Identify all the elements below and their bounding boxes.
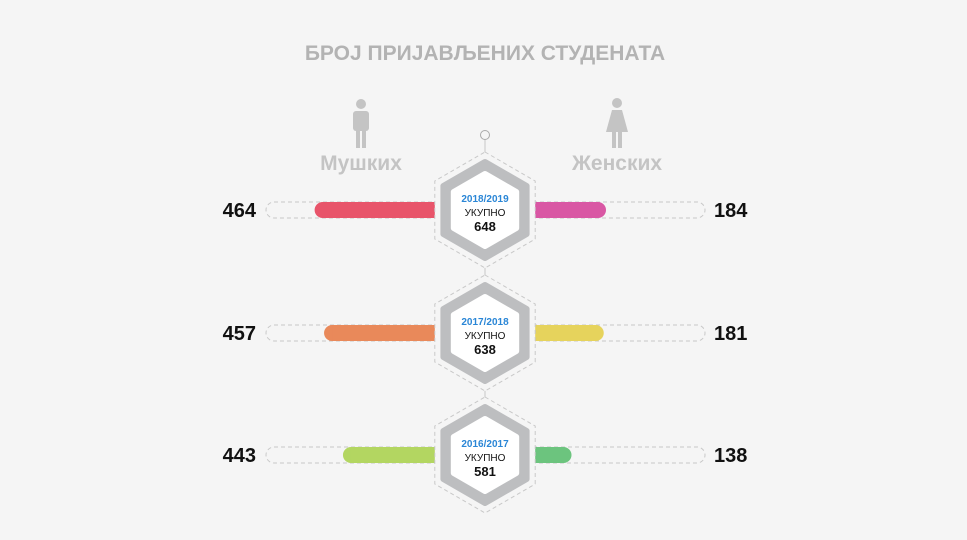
year-label: 2016/2017 [461,439,509,450]
male-bar-body [322,202,446,218]
female-icon [606,98,628,148]
hexagon-center [450,171,520,249]
total-value: 638 [474,342,496,357]
female-value: 181 [714,323,747,345]
male-bar-body [350,447,446,463]
female-value: 138 [714,445,747,467]
female-value: 184 [714,200,748,222]
total-label: УКУПНО [465,453,506,464]
male-bar-body [332,325,446,341]
total-label: УКУПНО [465,331,506,342]
female-bar [533,447,572,463]
year-label: 2017/2018 [461,317,509,328]
total-label: УКУПНО [465,208,506,219]
male-value: 443 [223,445,256,467]
timeline-start-dot [480,130,490,140]
male-value: 457 [223,323,256,345]
female-bar [533,325,604,341]
total-value: 581 [474,464,496,479]
female-bar [533,202,606,218]
year-label: 2018/2019 [461,194,509,205]
male-value: 464 [223,200,257,222]
female-label: Женских [571,152,662,175]
chart-title: БРОЈ ПРИЈАВЉЕНИХ СТУДЕНАТА [305,42,665,65]
male-label: Мушких [320,152,402,175]
hexagon-center [450,294,520,372]
hexagon-center [450,416,520,494]
total-value: 648 [474,219,496,234]
male-icon [353,99,369,148]
